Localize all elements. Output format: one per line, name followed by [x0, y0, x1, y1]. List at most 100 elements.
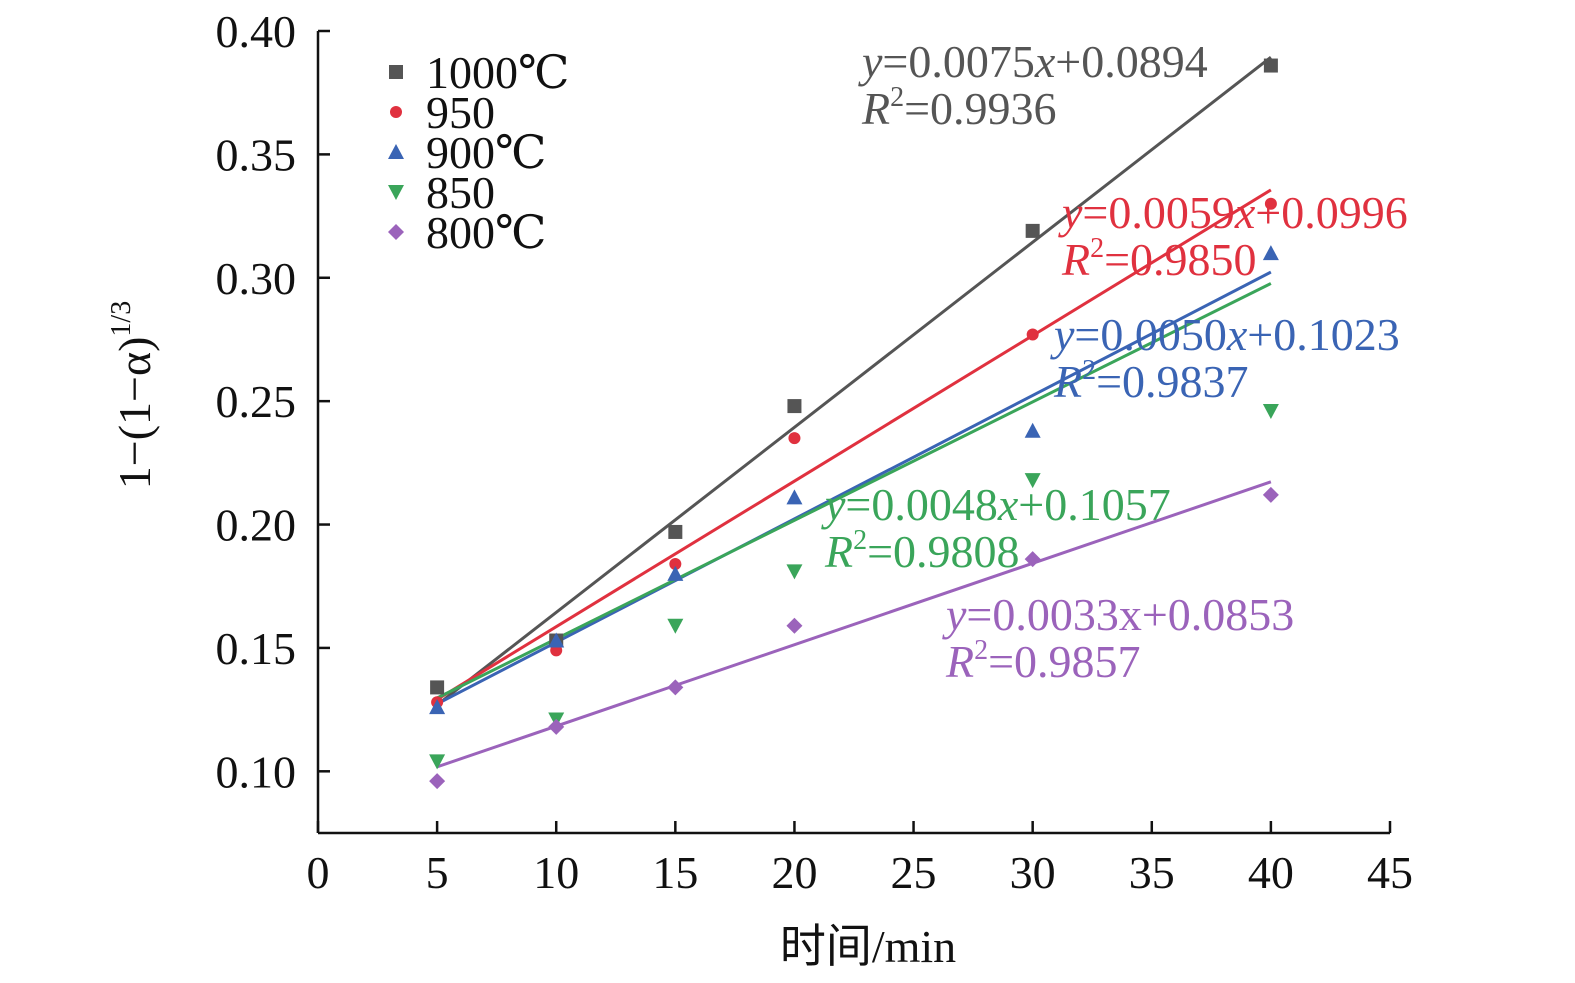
eq-intercept: +0.1057 — [1018, 479, 1170, 530]
fit-equations: y=0.0075x+0.0894R2=0.9936y=0.0059x+0.099… — [821, 36, 1408, 687]
x-tick-label: 25 — [891, 847, 937, 898]
x-tick-label: 40 — [1248, 847, 1294, 898]
y-tick-label: 0.25 — [216, 376, 297, 427]
y-tick-label: 0.10 — [216, 746, 297, 797]
fit-line — [436, 188, 1272, 701]
data-point — [1026, 328, 1039, 341]
y-axis-label: 1−(1−α)1/3 — [106, 301, 160, 489]
x-tick-label: 35 — [1129, 847, 1175, 898]
data-point — [1262, 486, 1279, 503]
legend-label: 900℃ — [426, 127, 546, 178]
fit-r-squared: R2=0.9850 — [1061, 233, 1257, 285]
x-tick-label: 0 — [307, 847, 330, 898]
fit-equation: y=0.0059x+0.0996 — [1058, 187, 1408, 238]
data-point — [786, 564, 803, 580]
fit-equation: y=0.0033x+0.0853 — [942, 589, 1294, 640]
data-point — [1024, 551, 1041, 568]
fit-r-squared: R2=0.9808 — [824, 525, 1020, 577]
data-point — [1025, 223, 1040, 238]
eq-r-var: R — [861, 83, 890, 134]
eq-r-var: R — [1061, 234, 1090, 285]
legend-label: 1000℃ — [426, 47, 569, 98]
y-tick-label: 0.35 — [216, 129, 297, 180]
legend-marker — [388, 144, 404, 159]
data-point — [1024, 422, 1041, 438]
fit-line — [436, 55, 1272, 707]
x-tick-label: 5 — [426, 847, 449, 898]
eq-r-sup: 2 — [890, 82, 904, 113]
y-tick-label: 0.40 — [216, 6, 297, 57]
y-tick-label: 0.20 — [216, 500, 297, 551]
eq-y-var: y — [858, 36, 883, 87]
fit-r-squared: R2=0.9857 — [945, 635, 1141, 687]
data-point — [786, 617, 803, 634]
data-point — [1262, 404, 1279, 420]
eq-x-var: x — [1034, 36, 1056, 87]
eq-slope: =0.0048 — [845, 479, 997, 530]
eq-x-var: x — [1234, 187, 1256, 238]
eq-r-value: =0.9857 — [988, 636, 1140, 687]
data-point — [429, 773, 446, 790]
data-point — [669, 558, 682, 571]
data-point — [786, 489, 803, 505]
eq-y-var: y — [1058, 187, 1083, 238]
x-tick-label: 20 — [771, 847, 817, 898]
y-tick-label: 0.30 — [216, 253, 297, 304]
data-points — [429, 58, 1279, 790]
x-tick-label: 30 — [1010, 847, 1056, 898]
eq-slope: =0.0033x+0.0853 — [966, 589, 1294, 640]
data-point — [787, 399, 802, 414]
eq-y-var: y — [942, 589, 967, 640]
eq-r-sup: 2 — [974, 635, 988, 666]
data-point — [667, 565, 684, 581]
x-tick-label: 10 — [533, 847, 579, 898]
x-tick-label: 15 — [652, 847, 698, 898]
data-point — [1024, 473, 1041, 489]
legend-marker — [389, 65, 403, 79]
legend-label: 800℃ — [426, 207, 546, 258]
eq-r-var: R — [1053, 356, 1082, 407]
fit-equation: y=0.0048x+0.1057 — [821, 479, 1171, 530]
fit-r-squared: R2=0.9936 — [861, 82, 1057, 134]
eq-r-value: =0.9850 — [1104, 234, 1256, 285]
data-point — [667, 679, 684, 696]
data-point — [667, 618, 684, 634]
eq-r-value: =0.9936 — [904, 83, 1056, 134]
x-axis-label: 时间/min — [780, 921, 956, 972]
eq-x-var: x — [1226, 309, 1248, 360]
eq-r-value: =0.9837 — [1096, 356, 1248, 407]
eq-slope: =0.0075 — [882, 36, 1034, 87]
eq-r-var: R — [945, 636, 974, 687]
data-point — [548, 632, 565, 648]
data-point — [548, 718, 565, 735]
data-point — [429, 699, 446, 715]
eq-r-var: R — [824, 526, 853, 577]
data-point — [788, 432, 801, 445]
y-tick-label: 0.15 — [216, 623, 297, 674]
data-point — [429, 754, 446, 770]
eq-x-var: x — [997, 479, 1019, 530]
legend-label: 950 — [426, 87, 495, 138]
eq-y-var: y — [821, 479, 846, 530]
fit-line — [436, 270, 1272, 706]
eq-y-var: y — [1050, 309, 1075, 360]
eq-slope: =0.0059 — [1082, 187, 1234, 238]
data-point — [1262, 245, 1279, 261]
legend-marker — [388, 185, 404, 200]
fit-lines — [436, 55, 1272, 769]
data-point — [430, 680, 445, 695]
eq-r-sup: 2 — [1090, 233, 1104, 264]
eq-intercept: +0.0894 — [1055, 36, 1207, 87]
eq-r-value: =0.9808 — [867, 526, 1019, 577]
y-axis-label-base: 1−(1−α) — [109, 337, 160, 490]
eq-intercept: +0.0996 — [1255, 187, 1407, 238]
eq-r-sup: 2 — [853, 525, 867, 556]
y-axis-label-sup: 1/3 — [106, 301, 137, 337]
data-point — [668, 524, 683, 539]
axes — [316, 31, 1390, 835]
x-ticks: 0 5 10 15 20 25 30 35 40 45 — [307, 821, 1413, 898]
fit-equation: y=0.0075x+0.0894 — [858, 36, 1208, 87]
fit-r-squared: R2=0.9837 — [1053, 355, 1249, 407]
